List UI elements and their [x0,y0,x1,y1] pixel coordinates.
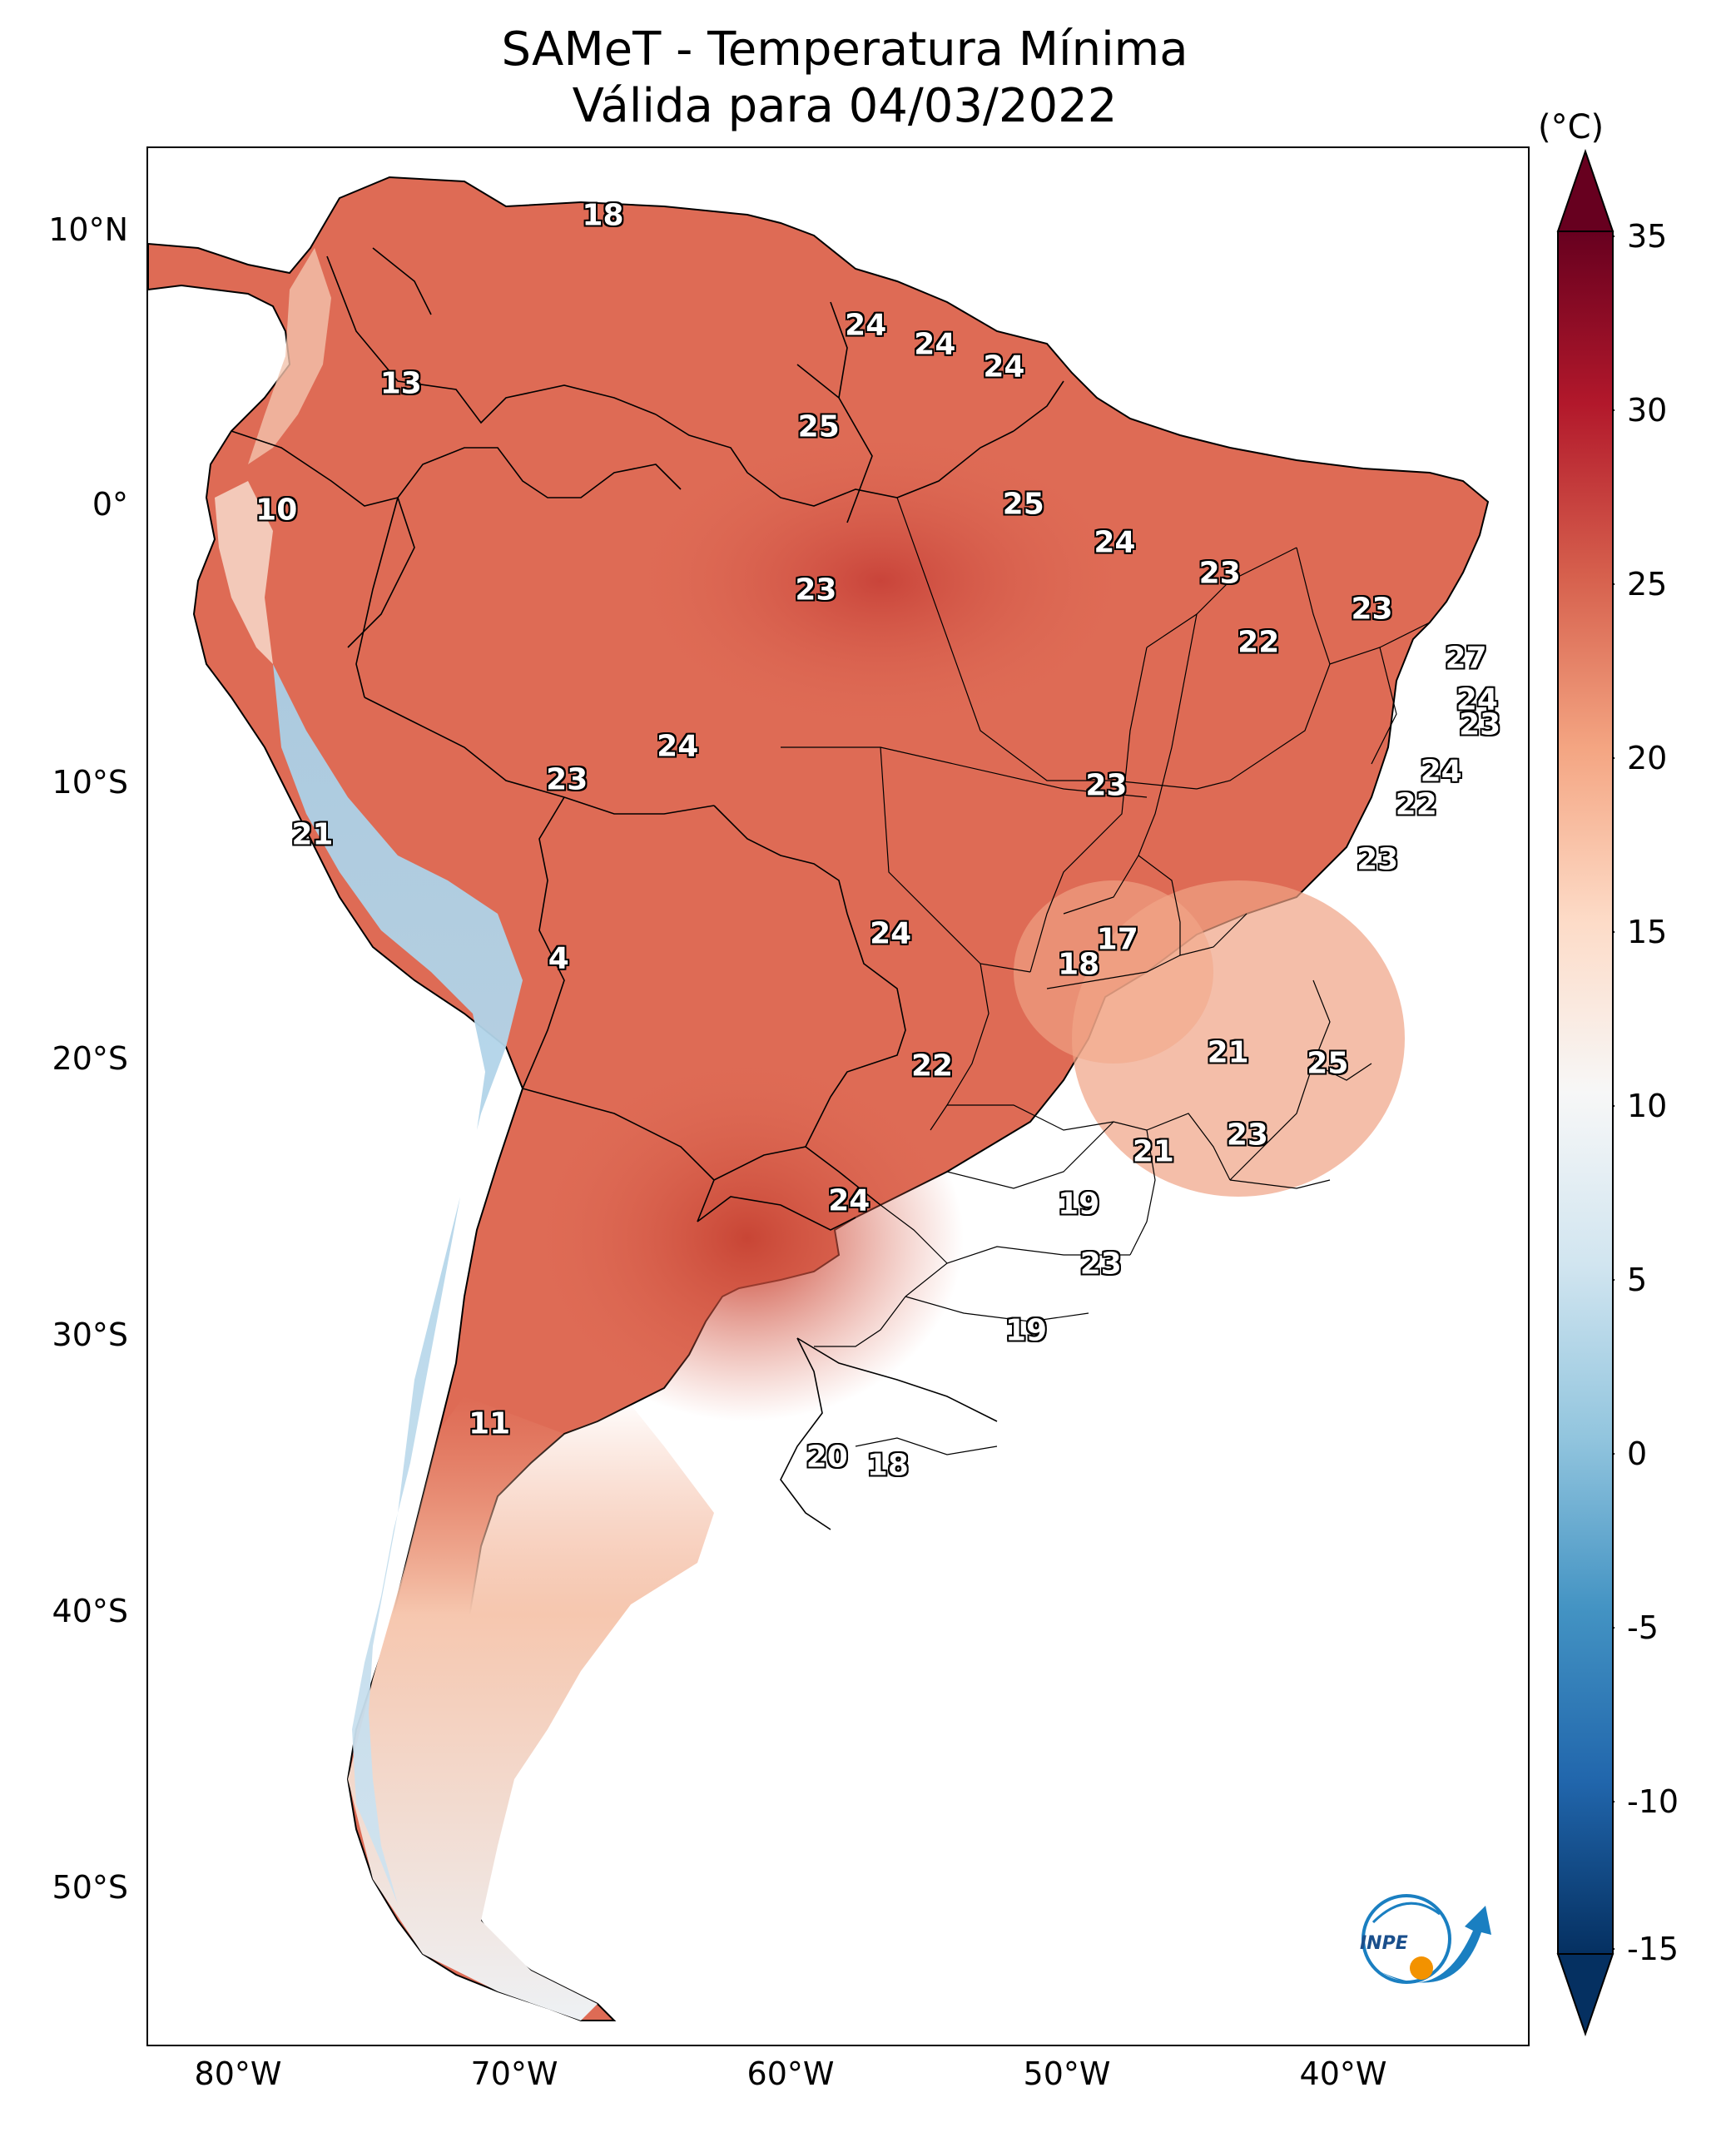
chart-title: SAMeT - Temperatura Mínima [501,22,1188,77]
station-temp-label: 4 [548,941,569,976]
station-temp-label: 19 [1004,1313,1048,1348]
station-temp-label: 10 [255,493,298,528]
ytick-label: 30°S [52,1316,128,1353]
colorbar-tick-label: 5 [1627,1262,1648,1298]
ytick-label: 10°S [52,764,128,801]
colorbar-tick-label: 10 [1627,1088,1668,1124]
chaco-warm-region [531,1055,964,1421]
colorbar-tick-label: 20 [1627,740,1668,776]
colorbar-tick-label: 30 [1627,392,1668,429]
station-temp-label: 24 [1456,682,1498,717]
station-temp-label: 24 [1094,525,1136,560]
colorbar-tick-label: -10 [1627,1783,1679,1820]
station-temp-label: 20 [806,1440,848,1475]
station-temp-label: 18 [582,198,624,233]
station-temp-label: 23 [1226,1118,1268,1153]
station-temp-label: 23 [1357,842,1399,877]
station-temp-label: 23 [1459,707,1501,742]
colorbar-unit: (°C) [1538,108,1605,146]
xtick-label: 70°W [470,2055,558,2092]
station-temp-label: 27 [1445,641,1487,676]
colorbar-bottom-arrow [1556,1953,1614,2037]
logo-sun [1410,1956,1433,1980]
xtick-label: 80°W [194,2055,282,2092]
station-temp-label: 22 [910,1049,954,1083]
colorbar-tick-label: 35 [1627,218,1668,255]
logo-ring [1362,1894,1451,1984]
station-temp-label: 24 [1420,754,1462,789]
inpe-logo: INPE [1360,1894,1491,1984]
colorbar-tick-label: 15 [1627,914,1668,950]
ytick-label: 10°N [48,211,128,248]
station-temp-label: 17 [1096,922,1138,957]
ytick-label: 20°S [52,1040,128,1077]
station-temp-label: 24 [657,729,699,764]
station-temp-label: 23 [1079,1247,1122,1282]
station-temp-label: 23 [1085,768,1128,803]
ytick-label: 40°S [52,1593,128,1629]
station-temp-label: 22 [1238,625,1280,660]
logo-arrow [1371,1902,1441,1924]
amazon-warm-region [631,431,1130,731]
station-temp-label: 25 [1002,487,1044,522]
station-temp-label: 21 [1207,1035,1249,1070]
country-borders [231,247,1064,1530]
colorbar-gradient [1557,231,1614,1955]
southern-cone-gradient [348,1396,714,2021]
logo-swoosh [1381,1906,1491,1983]
colombia-andes-cool [248,248,331,464]
map-frame [146,146,1530,2046]
colorbar [1556,148,1614,2037]
xtick-label: 60°W [746,2055,835,2092]
colorbar-top-arrow [1556,148,1614,232]
south-america-map [148,176,1490,2021]
ytick-label: 50°S [52,1869,128,1906]
station-temp-label: 13 [379,366,422,401]
colorbar-tick-label: -15 [1627,1931,1679,1967]
station-temp-label: 24 [983,350,1025,384]
xtick-label: 40°W [1299,2055,1387,2092]
colorbar-tick-label: 25 [1627,566,1668,602]
andes-cold-band [273,664,523,1904]
ytick-label: 0° [92,486,128,523]
xtick-label: 50°W [1023,2055,1111,2092]
station-temp-label: 24 [845,308,887,343]
station-temp-label: 23 [1351,592,1393,627]
station-temp-label: 24 [870,916,912,951]
station-temp-label: 11 [469,1406,511,1441]
station-temp-label: 18 [1058,947,1100,982]
station-temp-label: 19 [1058,1187,1100,1222]
andes-north-cold-band [215,481,273,664]
station-temp-label: 21 [291,817,334,852]
central-brazil-cool-region [1014,880,1213,1064]
colorbar-tick-label: -5 [1627,1609,1659,1646]
station-temp-label: 23 [795,573,837,607]
station-temp-label: 21 [1132,1134,1174,1169]
colorbar-tick-label: 0 [1627,1435,1648,1472]
station-temp-label: 22 [1395,787,1437,822]
state-borders [781,497,1431,1455]
station-temp-label: 23 [1198,556,1241,591]
station-temp-label: 25 [1307,1046,1349,1081]
chart-subtitle: Válida para 04/03/2022 [572,79,1118,133]
station-temp-label: 18 [866,1448,909,1483]
station-temp-label: 24 [914,327,956,362]
station-temp-label: 24 [828,1183,870,1218]
station-temp-label: 23 [546,762,588,797]
logo-text: INPE [1360,1933,1408,1954]
station-temp-label: 25 [797,409,840,444]
